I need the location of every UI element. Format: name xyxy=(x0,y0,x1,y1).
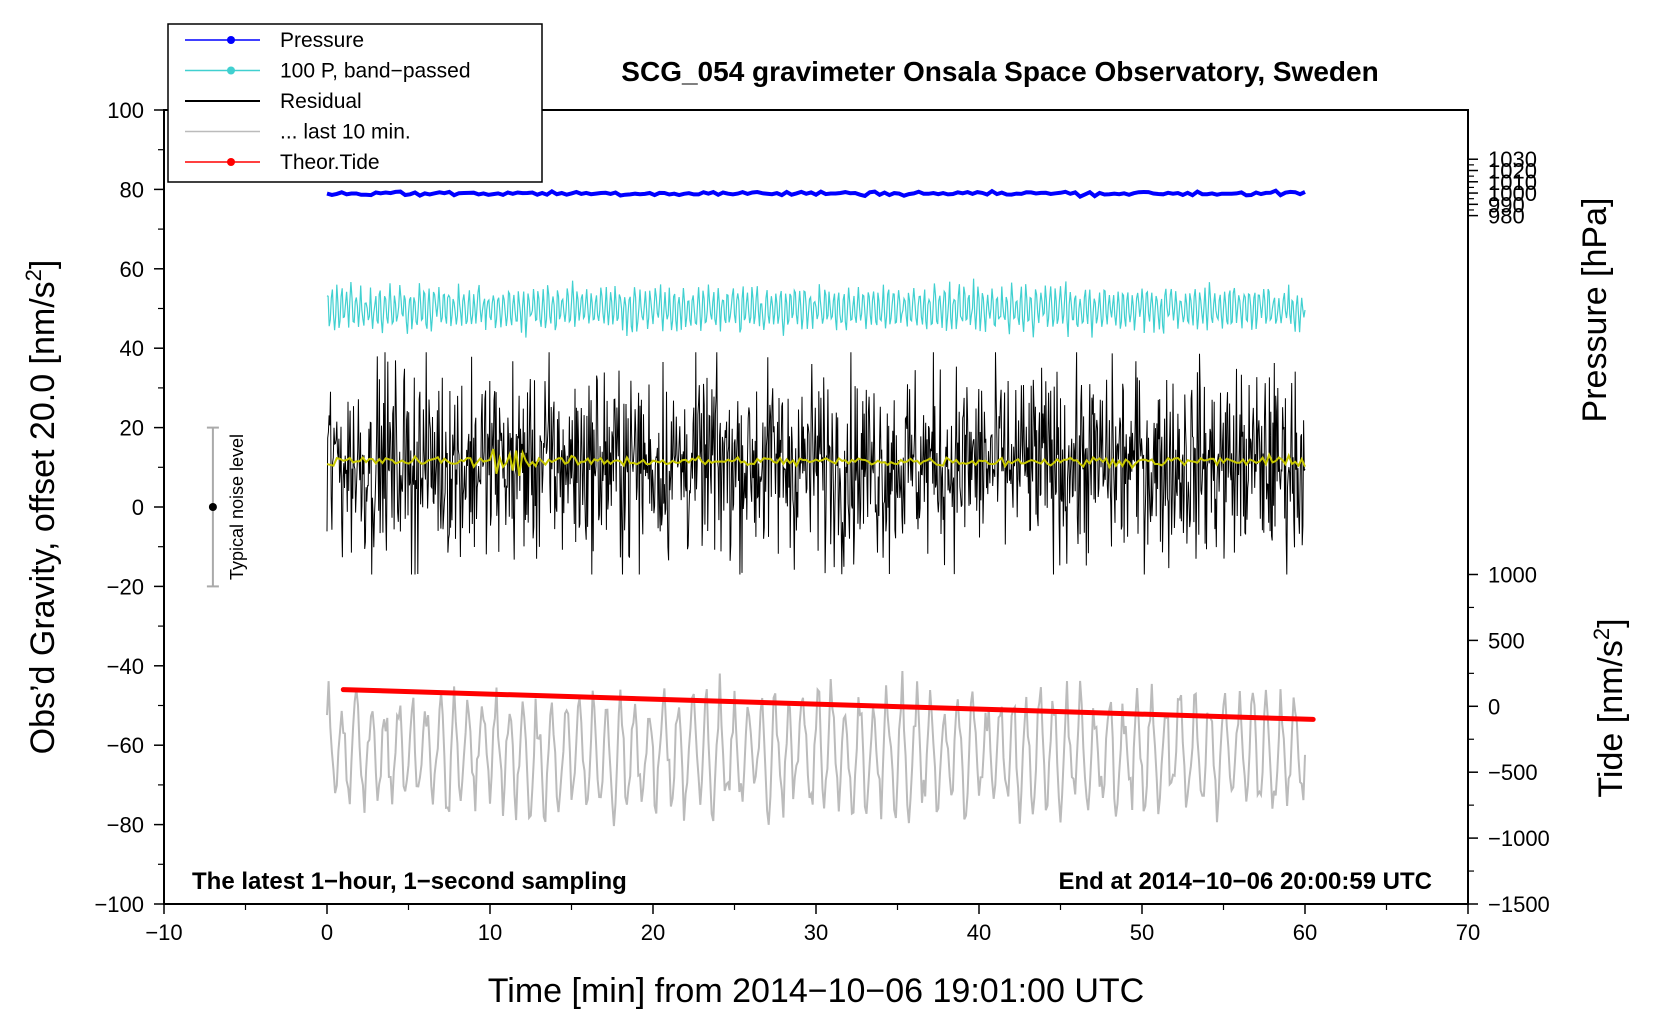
pressure-axis-title: Pressure [hPa] xyxy=(1576,198,1614,423)
series-last-10-min xyxy=(326,670,1306,827)
x-tick-label: 50 xyxy=(1130,920,1154,945)
right-tick-label: 1030 xyxy=(1488,147,1537,172)
x-axis-title: Time [min] from 2014−10−06 19:01:00 UTC xyxy=(488,972,1144,1010)
x-tick-label: 0 xyxy=(321,920,333,945)
series-band-passed xyxy=(326,278,1306,338)
y-tick-label: 100 xyxy=(107,98,144,123)
y-axis-gravity: −100 −80 −60 −40 −20 0 20 40 60 80 100 xyxy=(94,98,164,917)
noise-bar-label: Typical noise level xyxy=(227,434,247,580)
tide-axis-title-sup: 2 xyxy=(1589,628,1614,640)
y-axis-title-sup: 2 xyxy=(21,269,46,281)
x-tick-label: 10 xyxy=(478,920,502,945)
legend-marker xyxy=(227,36,235,44)
legend-label: 100 P, band−passed xyxy=(280,60,471,83)
y-tick-label: 40 xyxy=(120,336,144,361)
x-tick-label: 60 xyxy=(1293,920,1317,945)
x-tick-label: −10 xyxy=(145,920,182,945)
right-tick-label: −1000 xyxy=(1488,826,1550,851)
y-tick-label: −40 xyxy=(107,654,144,679)
tide-axis-title-end: ] xyxy=(1592,618,1630,627)
noise-bar: Typical noise level xyxy=(206,426,247,588)
legend-label: Pressure xyxy=(280,29,364,52)
x-tick-label: 30 xyxy=(804,920,828,945)
y-tick-label: −60 xyxy=(107,733,144,758)
legend: Pressure 100 P, band−passed Residual ... la… xyxy=(167,23,543,183)
y-tick-label: −80 xyxy=(107,813,144,838)
right-tick-label: 980 xyxy=(1488,204,1525,229)
series-residual xyxy=(326,352,1306,575)
annotation-left: The latest 1−hour, 1−second sampling xyxy=(192,868,627,895)
y-axis-title-main: Obs’d Gravity, offset 20.0 [nm/s xyxy=(24,281,62,754)
tide-axis-title-main: Tide [nm/s xyxy=(1592,640,1630,797)
right-tick-label: −500 xyxy=(1488,760,1538,785)
chart-title: SCG_054 gravimeter Onsala Space Observat… xyxy=(621,56,1378,87)
x-tick-label: 70 xyxy=(1456,920,1480,945)
y-tick-label: −100 xyxy=(94,892,144,917)
series-pressure xyxy=(326,188,1306,199)
y-tick-label: −20 xyxy=(107,574,144,599)
noise-bar-center-dot xyxy=(208,503,217,511)
right-tick-label: 1000 xyxy=(1488,562,1537,587)
y-axis-tide: −1500 −1000 −500 0 500 1000 xyxy=(1468,562,1550,917)
y-tick-label: 60 xyxy=(120,257,144,282)
right-tick-label: 0 xyxy=(1488,694,1500,719)
y-axis-title: Obs’d Gravity, offset 20.0 [nm/s2] xyxy=(21,260,62,755)
legend-label: Residual xyxy=(280,90,362,113)
x-axis: −10 0 10 20 30 40 50 60 70 xyxy=(145,904,1480,945)
right-tick-label: −1500 xyxy=(1488,892,1550,917)
series-layer xyxy=(326,188,1316,827)
x-tick-label: 40 xyxy=(967,920,991,945)
y-tick-label: 20 xyxy=(120,416,144,441)
legend-label: Theor.Tide xyxy=(280,151,380,174)
tide-axis-title: Tide [nm/s2] xyxy=(1589,618,1630,797)
right-tick-label: 1010 xyxy=(1488,170,1537,195)
y-tick-label: 0 xyxy=(132,495,144,520)
annotation-right: End at 2014−10−06 20:00:59 UTC xyxy=(1058,868,1432,895)
y-axis-title-end: ] xyxy=(24,260,62,269)
right-tick-label: 990 xyxy=(1488,192,1525,217)
legend-box xyxy=(167,23,543,183)
y-tick-label: 80 xyxy=(120,177,144,202)
right-tick-label: 500 xyxy=(1488,628,1525,653)
series-theor-tide xyxy=(340,687,1316,722)
right-tick-label: 1000 xyxy=(1488,181,1537,206)
legend-marker xyxy=(227,66,235,75)
x-tick-label: 20 xyxy=(641,920,665,945)
series-smoothed-residual xyxy=(326,448,1306,477)
legend-marker xyxy=(227,158,235,166)
right-tick-label: 1020 xyxy=(1488,159,1537,184)
legend-label: ... last 10 min. xyxy=(280,121,411,144)
